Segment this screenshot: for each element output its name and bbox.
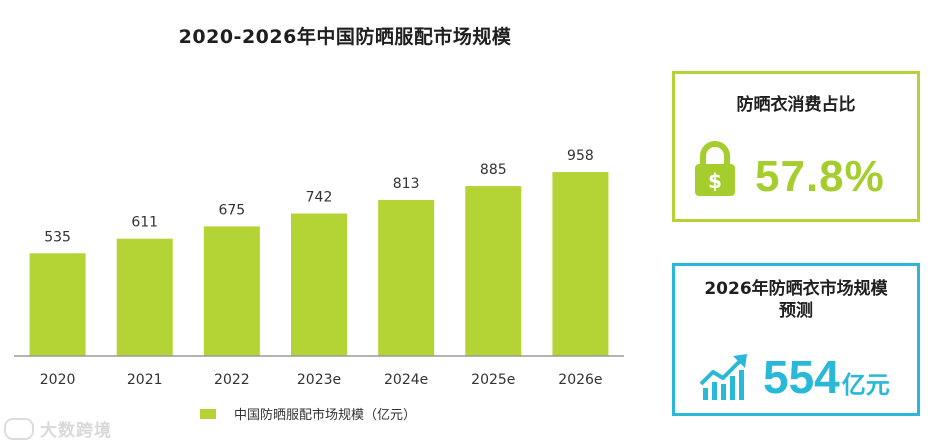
x-tick-2024e: 2024e bbox=[384, 372, 428, 388]
x-tick-2023e: 2023e bbox=[297, 372, 341, 388]
x-tick-2021: 2021 bbox=[127, 372, 163, 388]
data-label-2023e: 742 bbox=[306, 190, 333, 206]
forecast-title-line2: 预测 bbox=[779, 301, 813, 321]
bar-2025e bbox=[465, 186, 522, 356]
data-label-2021: 611 bbox=[131, 215, 158, 231]
x-tick-2020: 2020 bbox=[40, 372, 76, 388]
share-value: 57.8% bbox=[755, 152, 885, 201]
lock-dollar-icon: $ bbox=[695, 141, 735, 196]
bar-2021 bbox=[116, 238, 173, 356]
watermark-text: 大数跨境 bbox=[40, 421, 112, 441]
data-label-2024e: 813 bbox=[393, 176, 420, 192]
data-label-2025e: 885 bbox=[480, 162, 507, 178]
share-card-title: 防晒衣消费占比 bbox=[736, 95, 856, 115]
bar-2023e bbox=[291, 213, 347, 356]
x-tick-2025e: 2025e bbox=[471, 372, 515, 388]
chart-title: 2020-2026年中国防晒服配市场规模 bbox=[178, 26, 512, 48]
data-label-2026e: 958 bbox=[567, 148, 594, 164]
svg-text:$: $ bbox=[708, 169, 722, 193]
bar-2026e bbox=[552, 172, 609, 356]
legend-label: 中国防晒服配市场规模（亿元） bbox=[234, 408, 417, 423]
bar-2020 bbox=[29, 253, 86, 356]
share-card: 防晒衣消费占比 $ 57.8% bbox=[672, 71, 920, 222]
data-label-2020: 535 bbox=[44, 229, 71, 245]
forecast-card-title: 2026年防晒衣市场规模 预测 bbox=[675, 278, 917, 322]
bar-2022 bbox=[203, 226, 260, 356]
forecast-card: 2026年防晒衣市场规模 预测 554 亿元 bbox=[672, 263, 920, 416]
forecast-value: 554 bbox=[763, 351, 840, 403]
watermark-logo-icon bbox=[4, 417, 34, 440]
data-label-2022: 675 bbox=[218, 202, 245, 218]
watermark: 大数跨境 bbox=[4, 416, 112, 441]
growth-chart-icon bbox=[699, 354, 747, 400]
forecast-unit: 亿元 bbox=[841, 371, 890, 399]
legend-swatch bbox=[200, 408, 216, 419]
forecast-value-row: 554 亿元 bbox=[699, 354, 890, 400]
bar-chart: 535 2020 611 2021 675 2022 742 2023e 813 2024e 885… bbox=[14, 148, 624, 388]
bar-2024e bbox=[378, 199, 435, 356]
x-tick-2026e: 2026e bbox=[558, 372, 602, 388]
x-tick-2022: 2022 bbox=[214, 372, 250, 388]
forecast-title-line1: 2026年防晒衣市场规模 bbox=[704, 279, 888, 299]
legend: 中国防晒服配市场规模（亿元） bbox=[200, 404, 416, 423]
